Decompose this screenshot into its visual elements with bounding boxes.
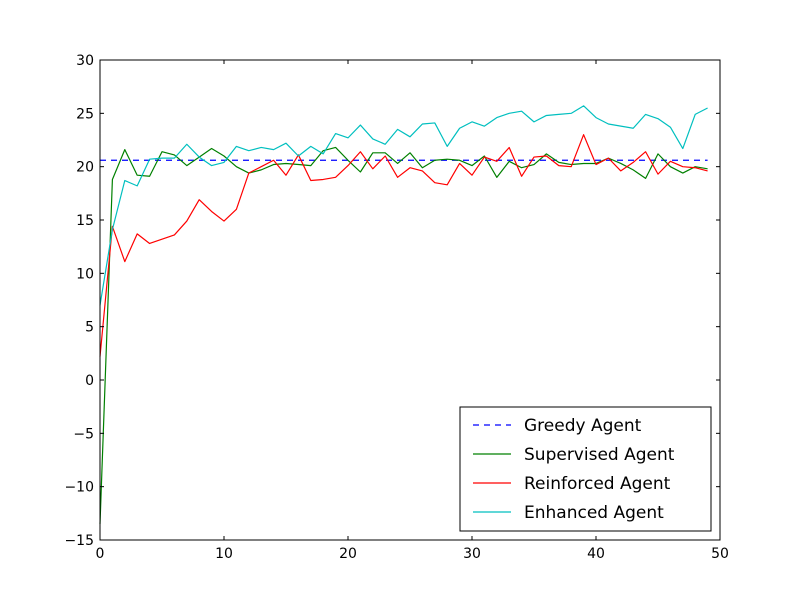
legend-box xyxy=(459,406,712,532)
series-line-reinforced-agent xyxy=(99,134,708,357)
x-tick-label: 20 xyxy=(339,546,357,562)
y-tick-label: 30 xyxy=(76,53,94,69)
series-layer xyxy=(99,105,708,525)
legend-label: Greedy Agent xyxy=(524,416,642,436)
legend: Greedy Agent Supervised Agent Reinforced A… xyxy=(459,406,712,532)
x-tick-label: 0 xyxy=(96,546,105,562)
legend-label: Enhanced Agent xyxy=(524,503,664,523)
x-tick-label: 50 xyxy=(711,546,729,562)
x-tick-label: 10 xyxy=(215,546,233,562)
y-tick-label: −15 xyxy=(64,533,94,549)
y-tick-label: −5 xyxy=(73,426,94,442)
legend-label: Reinforced Agent xyxy=(524,474,671,494)
x-tick-label: 30 xyxy=(463,546,481,562)
x-tick-label: 40 xyxy=(587,546,605,562)
series-line-enhanced-agent xyxy=(99,105,708,306)
y-tick-label: 15 xyxy=(76,213,94,229)
y-tick-label: 25 xyxy=(76,106,94,122)
y-tick-label: 0 xyxy=(85,373,94,389)
y-tick-label: 10 xyxy=(76,266,94,282)
y-tick-label: −10 xyxy=(64,480,94,496)
legend-label: Supervised Agent xyxy=(524,445,675,465)
y-tick-label: 20 xyxy=(76,160,94,176)
plot-frame xyxy=(99,59,721,541)
y-tick-label: 5 xyxy=(85,320,94,336)
tick-layer: 0 10 20 30 40 50 −15 −10 −5 0 5 10 15 20 25 30 xyxy=(64,53,728,562)
